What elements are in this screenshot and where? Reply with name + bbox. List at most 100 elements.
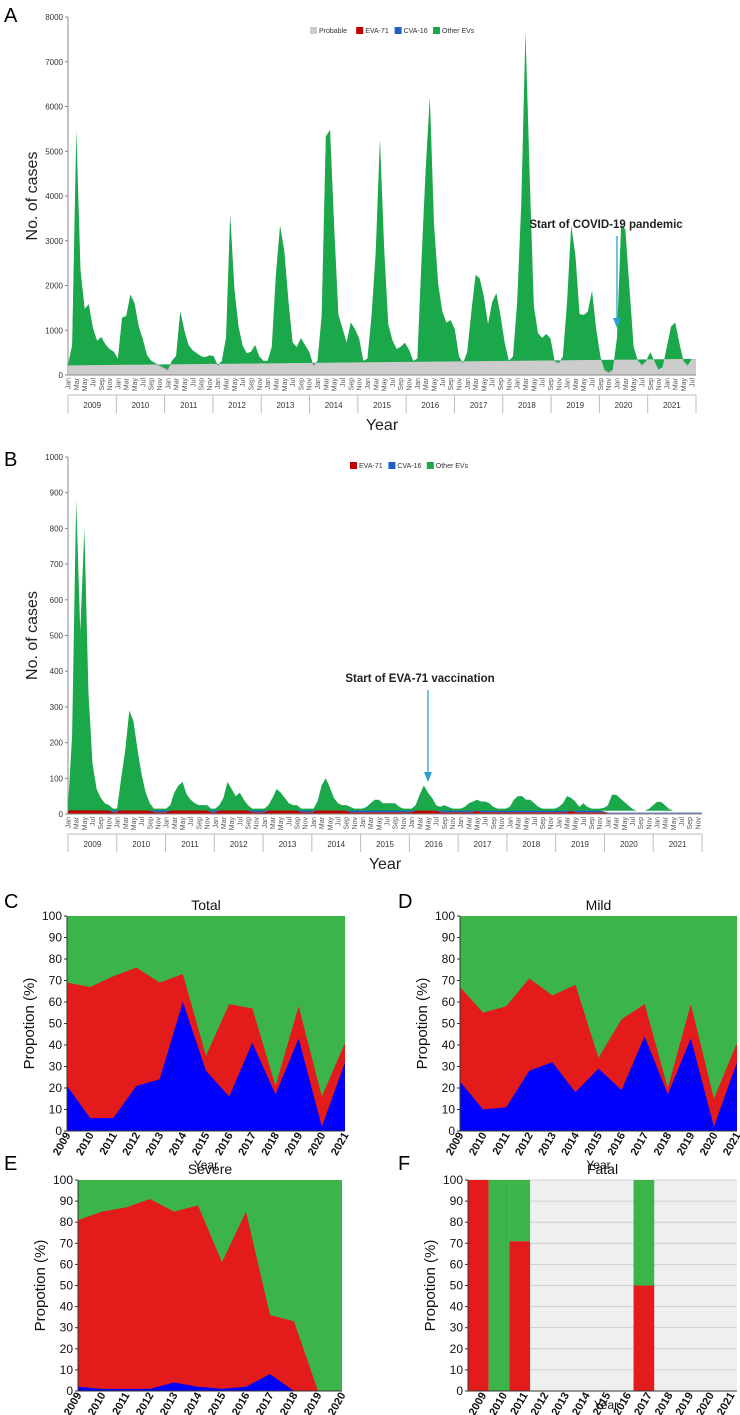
x-month-label: May <box>425 817 432 831</box>
legend-label: EVA-71 <box>359 463 383 470</box>
x-month-label: Nov <box>106 817 113 830</box>
y-tick-label: 70 <box>450 1236 464 1250</box>
panel-label-c: C <box>4 891 18 913</box>
y-tick-label: 100 <box>435 909 455 923</box>
x-month-label: Sep <box>196 817 203 830</box>
y-axis-title: Propotion (%) <box>422 1240 439 1332</box>
y-tick-label: 30 <box>49 1060 63 1074</box>
x-tick-label: 2016 <box>213 1131 236 1158</box>
x-year-label: 2018 <box>518 401 536 410</box>
x-year-label: 2016 <box>425 840 443 849</box>
annotation-arrow-head <box>612 318 621 328</box>
x-month-label: Nov <box>352 817 359 830</box>
chart-title: Total <box>191 897 221 913</box>
y-tick-label: 100 <box>50 774 64 783</box>
x-year-label: 2016 <box>421 401 439 410</box>
y-tick-label: 10 <box>442 1103 456 1117</box>
x-month-label: Nov <box>157 378 164 391</box>
x-month-label: Jul <box>90 817 97 826</box>
x-month-label: Nov <box>506 378 513 391</box>
legend-label: EVA-71 <box>365 28 389 35</box>
x-month-label: Mar <box>423 377 430 390</box>
x-tick-label: 2018 <box>259 1131 282 1158</box>
y-tick-label: 70 <box>442 974 456 988</box>
panel-label-e: E <box>4 1153 17 1175</box>
y-tick-label: 70 <box>60 1236 74 1250</box>
x-month-label: Sep <box>589 817 596 830</box>
y-tick-label: 3000 <box>45 237 63 246</box>
bar-other-evs <box>633 1180 655 1286</box>
x-month-label: May <box>376 817 383 831</box>
x-tick-label: 2012 <box>134 1391 157 1415</box>
y-tick-label: 400 <box>50 667 64 676</box>
x-month-label: May <box>481 378 488 392</box>
x-month-label: May <box>524 817 531 831</box>
y-axis-title: No. of cases <box>24 152 41 241</box>
x-month-label: Mar <box>221 816 228 829</box>
y-tick-label: 0 <box>59 810 64 819</box>
x-month-label: Jan <box>265 378 272 389</box>
x-month-label: Jan <box>213 817 220 828</box>
x-year-label: 2013 <box>279 840 297 849</box>
x-tick-label: 2011 <box>110 1391 132 1415</box>
x-month-label: Jul <box>90 378 97 387</box>
panel-f-chart: 2009201020112012201320142015201620172018… <box>422 1161 738 1415</box>
bar-other-evs <box>488 1180 510 1391</box>
x-month-label: Jan <box>115 378 122 389</box>
x-month-label: Jan <box>311 817 318 828</box>
legend-swatch <box>433 27 440 34</box>
x-tick-label: 2015 <box>206 1391 229 1415</box>
y-tick-label: 50 <box>450 1279 464 1293</box>
x-month-label: Jan <box>365 378 372 389</box>
x-month-label: Jul <box>188 817 195 826</box>
x-month-label: Nov <box>646 817 653 830</box>
x-year-label: 2012 <box>228 401 246 410</box>
x-month-label: Sep <box>638 817 645 830</box>
legend-label: Probable <box>319 28 347 35</box>
y-tick-label: 90 <box>49 931 63 945</box>
y-tick-label: 100 <box>53 1173 73 1187</box>
x-month-label: Jul <box>385 817 392 826</box>
area-cva16 <box>67 1002 345 1131</box>
x-year-label: 2020 <box>620 840 638 849</box>
x-tick-label: 2013 <box>549 1391 572 1415</box>
y-tick-label: 10 <box>60 1363 74 1377</box>
x-month-label: May <box>581 378 588 392</box>
x-month-label: Mar <box>323 377 330 390</box>
x-tick-label: 2012 <box>513 1131 536 1158</box>
x-month-label: Jan <box>164 817 171 828</box>
y-tick-label: 0 <box>456 1384 463 1398</box>
x-year-label: 2020 <box>615 401 633 410</box>
x-month-label: Sep <box>442 817 449 830</box>
x-month-label: Sep <box>393 817 400 830</box>
y-tick-label: 1000 <box>45 326 63 335</box>
x-month-label: Jul <box>590 378 597 387</box>
y-tick-label: 20 <box>49 1081 63 1095</box>
x-tick-label: 2016 <box>606 1131 629 1158</box>
x-tick-label: 2012 <box>120 1131 143 1158</box>
x-month-label: Mar <box>673 377 680 390</box>
y-tick-label: 0 <box>448 1124 455 1138</box>
x-month-label: Sep <box>540 817 547 830</box>
annotation-label: Start of EVA-71 vaccination <box>345 673 494 685</box>
x-month-label: Jan <box>115 817 122 828</box>
bar-eva71 <box>468 1180 489 1391</box>
y-tick-label: 700 <box>50 560 64 569</box>
y-tick-label: 30 <box>450 1321 464 1335</box>
y-axis-title: Propotion (%) <box>32 1240 49 1332</box>
chart-title: Fatal <box>587 1161 618 1177</box>
y-tick-label: 7000 <box>45 58 63 67</box>
y-tick-label: 40 <box>49 1038 63 1052</box>
x-month-label: Sep <box>491 817 498 830</box>
x-tick-label: 2013 <box>158 1391 181 1415</box>
x-year-label: 2009 <box>83 401 101 410</box>
x-month-label: Nov <box>548 817 555 830</box>
x-month-label: Jan <box>215 378 222 389</box>
x-month-label: Nov <box>307 378 314 391</box>
x-month-label: Jan <box>465 378 472 389</box>
x-month-label: Mar <box>523 377 530 390</box>
x-month-label: May <box>332 378 339 392</box>
x-month-label: Nov <box>107 378 114 391</box>
x-month-label: May <box>631 378 638 392</box>
panel-label-d: D <box>398 891 412 913</box>
